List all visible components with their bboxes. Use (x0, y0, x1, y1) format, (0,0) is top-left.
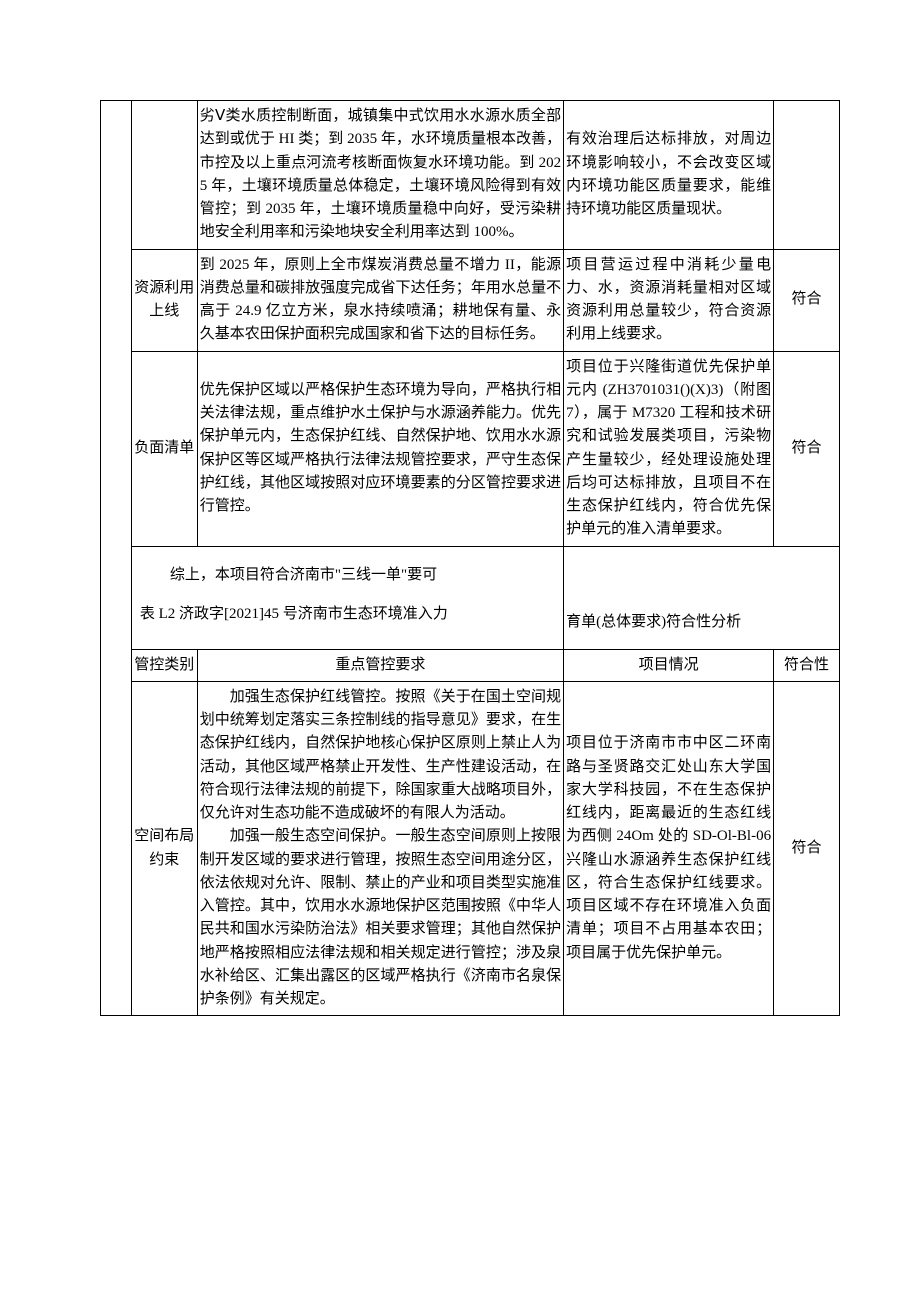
requirement-cell: 到 2025 年，原则上全市煤炭消费总量不增力 II，能源消费总量和碳排放强度完… (197, 249, 563, 351)
table-row: 资源利用上线 到 2025 年，原则上全市煤炭消费总量不增力 II，能源消费总量… (101, 249, 840, 351)
header-category: 管控类别 (131, 649, 197, 681)
project-cell: 项目营运过程中消耗少量电力、水，资源消耗量相对区域资源利用总量较少，符合资源利用… (564, 249, 774, 351)
row-spacer (101, 101, 132, 1016)
header-requirement: 重点管控要求 (197, 649, 563, 681)
requirement-cell: 劣Ⅴ类水质控制断面，城镇集中式饮用水水源水质全部达到或优于 HI 类；到 203… (197, 101, 563, 250)
req-paragraph-1: 加强生态保护红线管控。按照《关于在国土空间规划中统筹划定落实三条控制线的指导意见… (200, 686, 561, 826)
summary-right: 育单(总体要求)符合性分析 (564, 546, 840, 649)
table-header-row: 管控类别 重点管控要求 项目情况 符合性 (101, 649, 840, 681)
req-paragraph-2: 加强一般生态空间保护。一般生态空间原则上按限制开发区域的要求进行管理，按照生态空… (200, 825, 561, 1011)
category-cell (131, 101, 197, 250)
table-row: 负面清单 优先保护区域以严格保护生态环境为导向，严格执行相关法律法规，重点维护水… (101, 351, 840, 546)
summary-line-2: 表 L2 济政字[2021]45 号济南市生态环境准入力 (140, 598, 555, 631)
summary-line-1: 综上，本项目符合济南市"三线一单"要可 (140, 559, 555, 592)
conformity-cell: 符合 (774, 249, 840, 351)
summary-left: 综上，本项目符合济南市"三线一单"要可 表 L2 济政字[2021]45 号济南… (131, 546, 563, 649)
project-cell: 项目位于兴隆街道优先保护单元内 (ZH3701031()(X)3)（附图7），属… (564, 351, 774, 546)
conformity-cell (774, 101, 840, 250)
header-project: 项目情况 (564, 649, 774, 681)
conformity-cell: 符合 (774, 681, 840, 1016)
summary-row: 综上，本项目符合济南市"三线一单"要可 表 L2 济政字[2021]45 号济南… (101, 546, 840, 649)
table-row: 劣Ⅴ类水质控制断面，城镇集中式饮用水水源水质全部达到或优于 HI 类；到 203… (101, 101, 840, 250)
header-conformity: 符合性 (774, 649, 840, 681)
conformity-cell: 符合 (774, 351, 840, 546)
category-cell: 负面清单 (131, 351, 197, 546)
compliance-table: 劣Ⅴ类水质控制断面，城镇集中式饮用水水源水质全部达到或优于 HI 类；到 203… (100, 100, 840, 1016)
requirement-cell: 加强生态保护红线管控。按照《关于在国土空间规划中统筹划定落实三条控制线的指导意见… (197, 681, 563, 1016)
project-cell: 有效治理后达标排放，对周边环境影响较小，不会改变区域内环境功能区质量要求，能维持… (564, 101, 774, 250)
category-cell: 资源利用上线 (131, 249, 197, 351)
table-row: 空间布局约束 加强生态保护红线管控。按照《关于在国土空间规划中统筹划定落实三条控… (101, 681, 840, 1016)
requirement-cell: 优先保护区域以严格保护生态环境为导向，严格执行相关法律法规，重点维护水土保护与水… (197, 351, 563, 546)
project-cell: 项目位于济南市市中区二环南路与圣贤路交汇处山东大学国家大学科技园，不在生态保护红… (564, 681, 774, 1016)
category-cell: 空间布局约束 (131, 681, 197, 1016)
